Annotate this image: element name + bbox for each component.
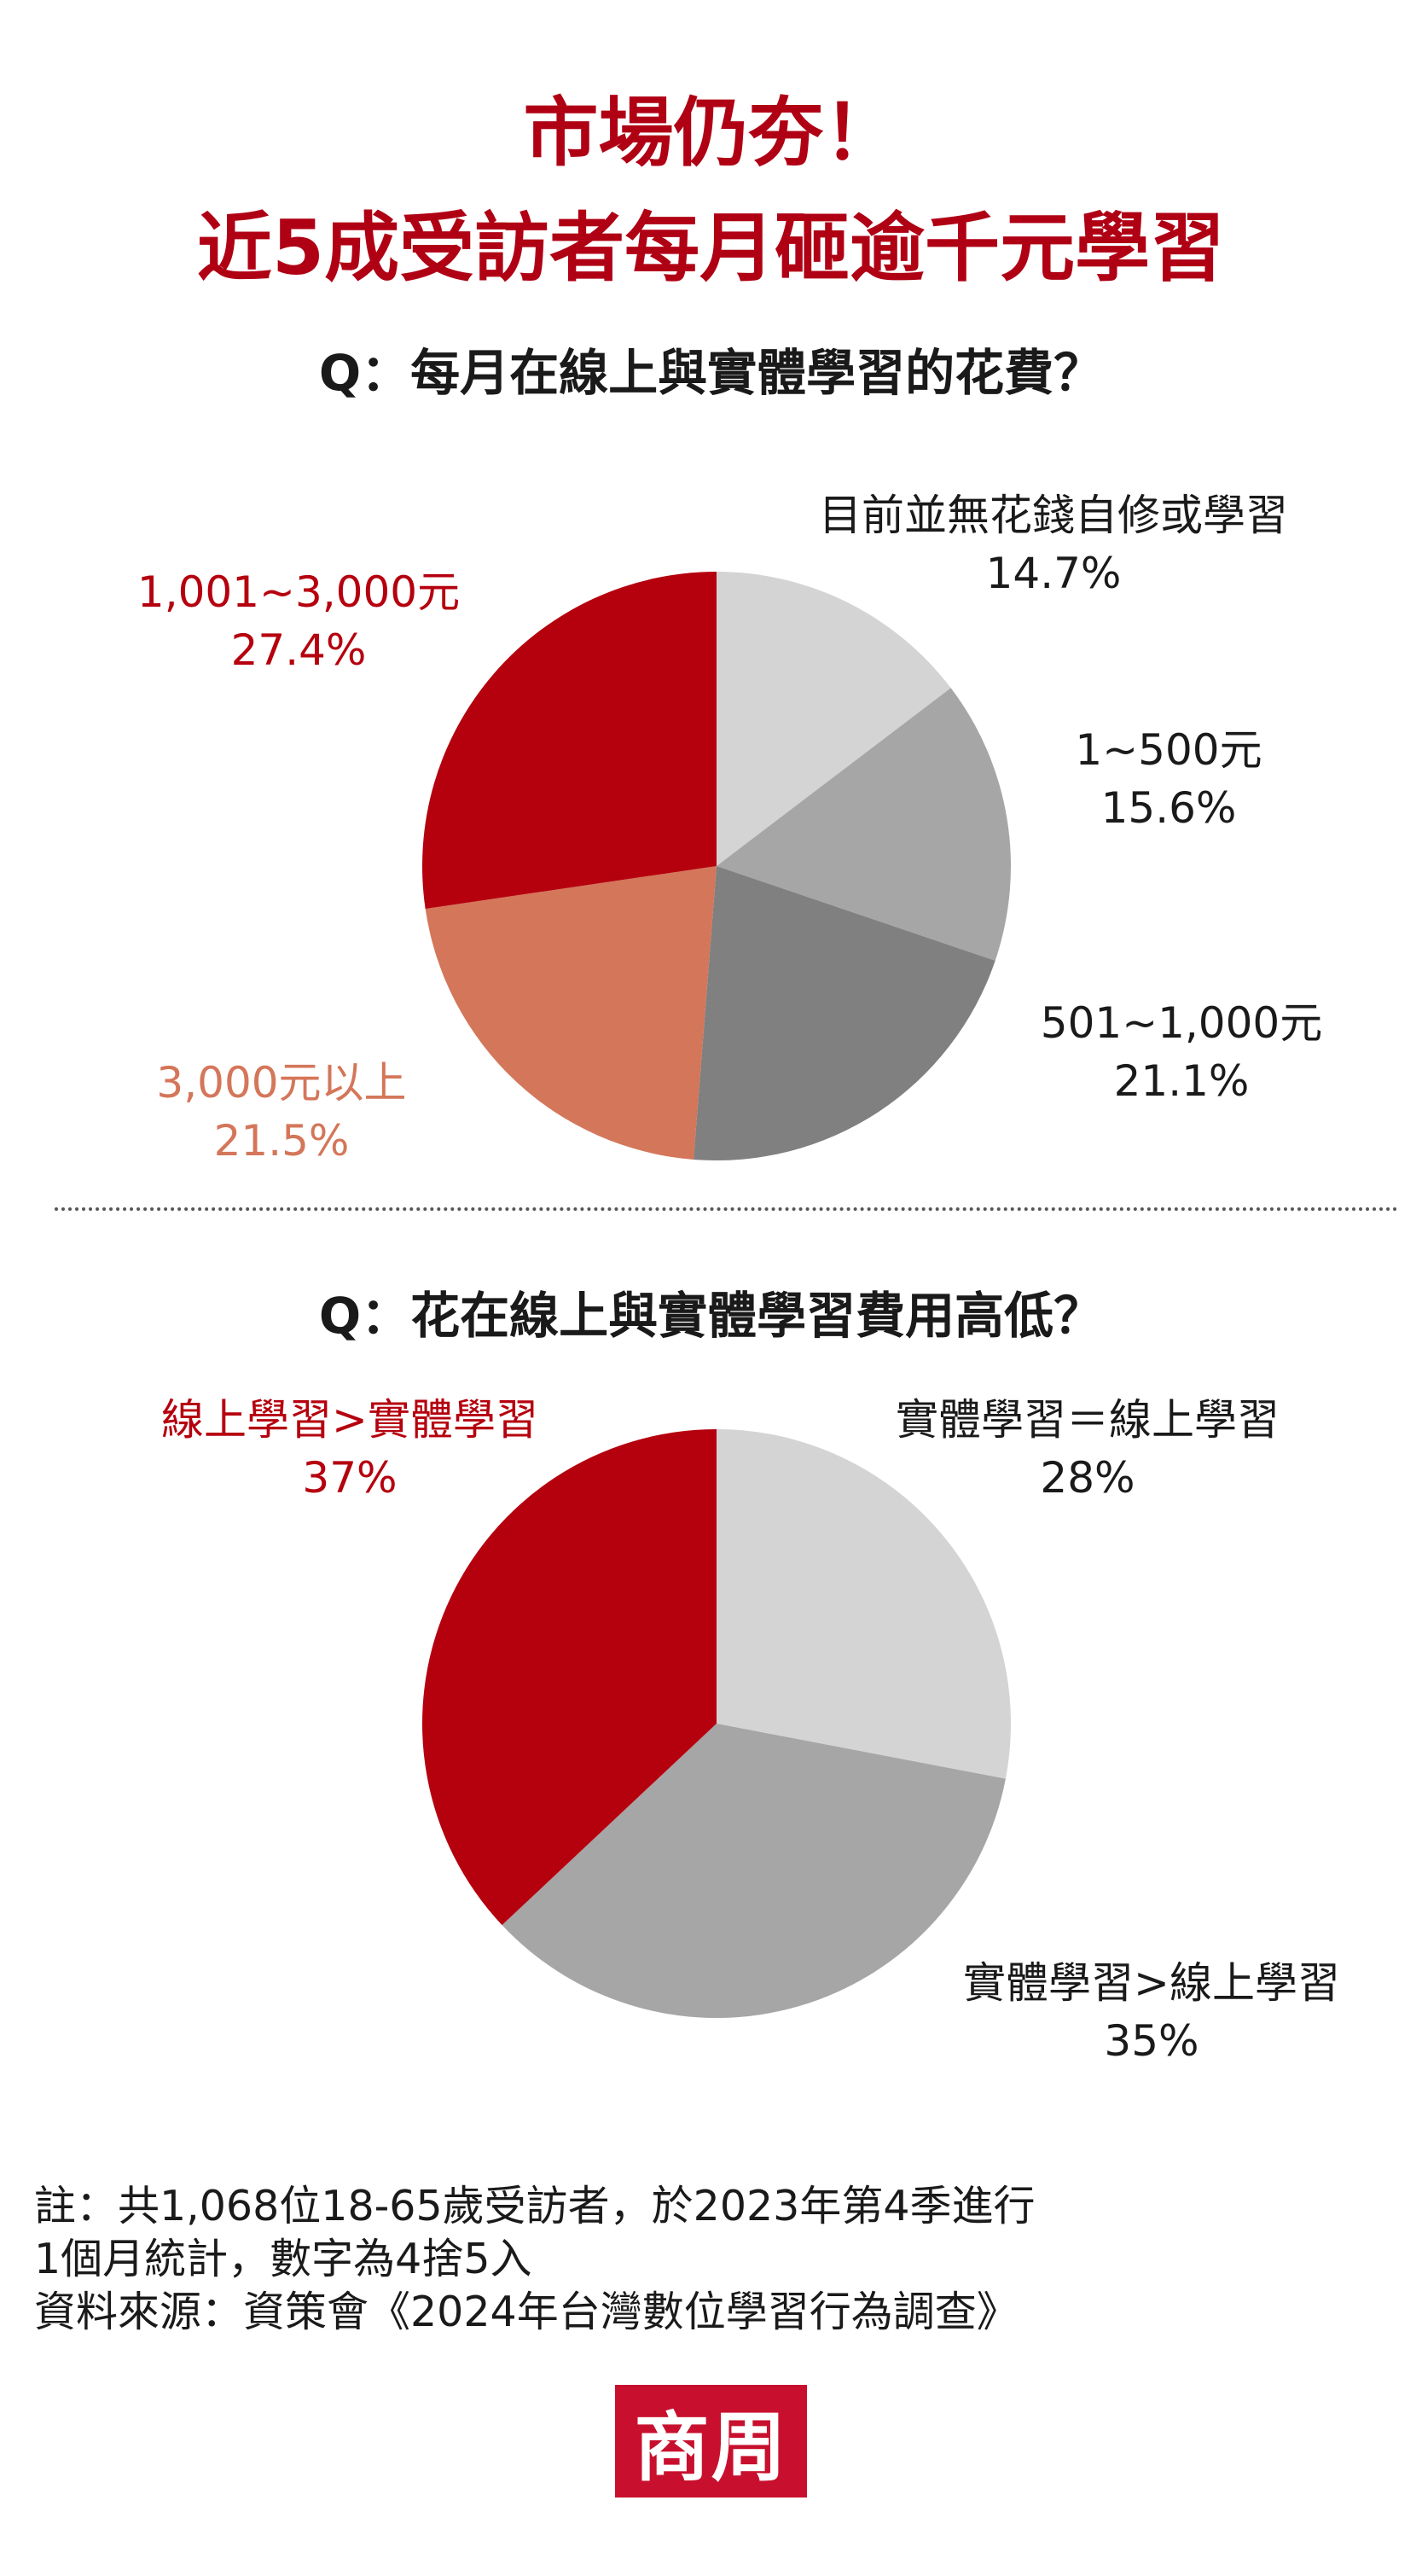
slice-label-501-1000: 501~1,000元 21.1% (990, 994, 1373, 1110)
footnote-line-1: 註：共1,068位18-65歲受訪者，於2023年第4季進行 (34, 2182, 1036, 2230)
slice-label-text: 線上學習>實體學習 (161, 1395, 538, 1445)
slice-label-text: 實體學習>線上學習 (963, 1958, 1340, 2008)
source-line: 資料來源：資策會《2024年台灣數位學習行為調查》 (34, 2288, 1019, 2336)
slice-label-3000-plus: 3,000元以上 21.5% (94, 1054, 469, 1170)
slice-label-text: 501~1,000元 (1040, 998, 1323, 1048)
pie-slice-0 (717, 1429, 1011, 1779)
slice-label-value: 21.1% (1113, 1056, 1250, 1106)
slice-label-text: 1~500元 (1075, 725, 1262, 775)
title-line-2: 近5成受訪者每月砸逾千元學習 (196, 204, 1226, 292)
slice-label-text: 實體學習＝線上學習 (896, 1395, 1280, 1445)
footnote-line-2: 1個月統計，數字為4捨5入 (34, 2235, 532, 2283)
title-line-1: 市場仍夯！ (523, 89, 899, 177)
slice-label-value: 15.6% (1100, 783, 1237, 833)
chart-1-question: Q：每月在線上與實體學習的花費？ (318, 344, 1104, 402)
pie-slice-2 (694, 866, 995, 1160)
brand-logo-text: 商周 (634, 2402, 788, 2492)
slice-label-value: 28% (1040, 1453, 1135, 1503)
slice-label-value: 27.4% (230, 625, 367, 675)
pie-slice-4 (422, 572, 717, 910)
slice-label-equal: 實體學習＝線上學習 28% (819, 1391, 1356, 1507)
slice-label-text: 目前並無花錢自修或學習 (819, 491, 1288, 540)
pie-slice-0 (717, 572, 951, 866)
slice-label-physical-higher: 實體學習>線上學習 35% (904, 1954, 1399, 2070)
slice-label-text: 3,000元以上 (156, 1058, 407, 1108)
slice-label-text: 1,001~3,000元 (136, 567, 461, 617)
slice-label-value: 35% (1104, 2016, 1199, 2066)
pie-chart-comparison (422, 1429, 1011, 2018)
slice-label-online-higher: 線上學習>實體學習 37% (68, 1391, 631, 1507)
pie-slice-2 (422, 1429, 717, 1926)
slice-label-1-500: 1~500元 15.6% (1049, 721, 1288, 837)
slice-label-value: 37% (302, 1453, 398, 1503)
slice-label-1001-3000: 1,001~3,000元 27.4% (94, 563, 503, 679)
pie-slice-1 (502, 1724, 1006, 2018)
slice-label-no-spending: 目前並無花錢自修或學習 14.7% (742, 486, 1365, 602)
footnote: 註：共1,068位18-65歲受訪者，於2023年第4季進行 1個月統計，數字為… (34, 2180, 1399, 2339)
pie-slice-3 (425, 866, 717, 1160)
brand-logo: 商周 (615, 2385, 807, 2497)
pie-slice-1 (717, 688, 1011, 961)
pie-chart-spending (422, 572, 1011, 1160)
section-divider (55, 1207, 1398, 1211)
slice-label-value: 21.5% (213, 1116, 350, 1166)
slice-label-value: 14.7% (985, 549, 1122, 598)
chart-2-question: Q：花在線上與實體學習費用高低？ (318, 1287, 1104, 1345)
